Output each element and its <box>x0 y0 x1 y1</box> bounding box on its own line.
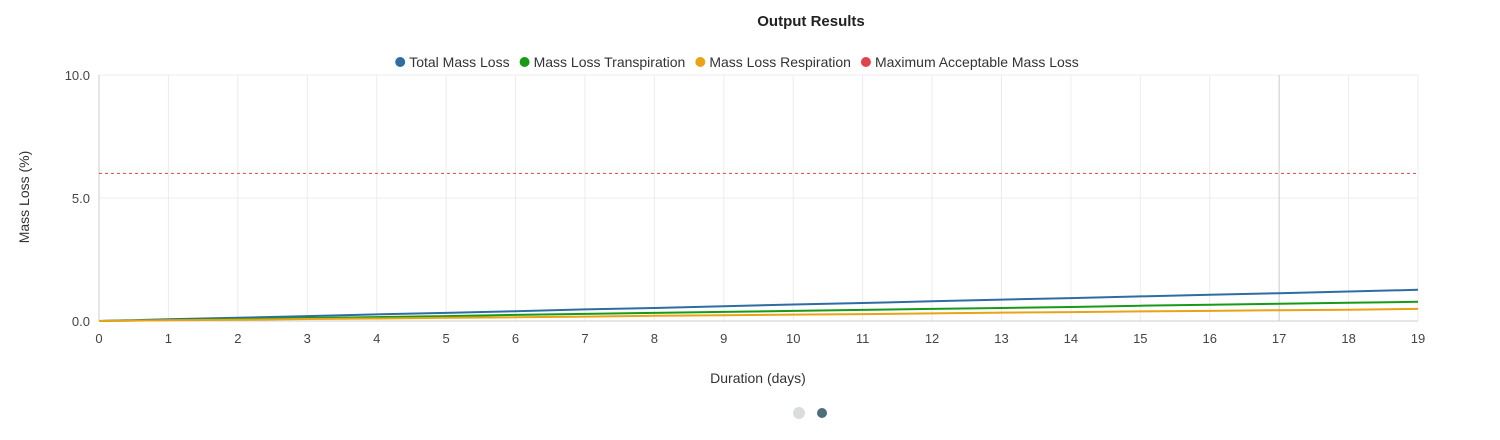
x-tick-label: 10 <box>786 331 800 346</box>
x-tick-label: 1 <box>165 331 172 346</box>
pager-dot-2-active[interactable] <box>817 408 827 418</box>
x-tick-label: 9 <box>720 331 727 346</box>
x-tick-label: 0 <box>95 331 102 346</box>
y-axis-label: Mass Loss (%) <box>16 151 32 244</box>
x-tick-label: 7 <box>581 331 588 346</box>
series-line-mass-loss-respiration <box>98 307 1419 322</box>
pager-dot-1[interactable] <box>793 407 805 419</box>
y-tick-label: 5.0 <box>72 191 90 206</box>
x-tick-label: 6 <box>512 331 519 346</box>
y-tick-label: 10.0 <box>65 68 90 83</box>
legend-label[interactable]: Total Mass Loss <box>409 54 509 70</box>
legend-marker[interactable] <box>695 57 706 67</box>
legend-label[interactable]: Maximum Acceptable Mass Loss <box>875 54 1079 70</box>
grid <box>98 74 1419 322</box>
y-tick-label: 0.0 <box>72 314 90 329</box>
x-tick-label: 17 <box>1272 331 1286 346</box>
x-tick-label: 14 <box>1064 331 1078 346</box>
x-tick-label: 5 <box>442 331 449 346</box>
x-tick-label: 4 <box>373 331 380 346</box>
legend-marker[interactable] <box>860 57 871 67</box>
x-tick-label: 13 <box>994 331 1008 346</box>
legend-marker[interactable] <box>519 57 530 67</box>
x-tick-label: 18 <box>1341 331 1355 346</box>
legend-marker[interactable] <box>395 57 406 67</box>
x-tick-label: 19 <box>1411 331 1425 346</box>
series-group <box>98 172 1419 322</box>
x-tick-label: 3 <box>304 331 311 346</box>
chart-title: Output Results <box>757 13 865 30</box>
x-tick-label: 11 <box>856 331 870 346</box>
x-tick-label: 15 <box>1133 331 1147 346</box>
x-tick-label: 2 <box>234 331 241 346</box>
legend: Total Mass Loss Mass Loss Transpiration Ma… <box>395 54 1079 70</box>
series-line-mass-loss-transpiration <box>98 300 1419 322</box>
x-axis-label: Duration (days) <box>710 370 806 386</box>
legend-label[interactable]: Mass Loss Transpiration <box>534 54 686 70</box>
axes: 0 1 2 3 4 5 6 7 8 9 10 11 12 13 14 15 16 17 18 190.05.010.0 <box>65 68 1426 346</box>
x-tick-label: 12 <box>925 331 939 346</box>
x-tick-label: 16 <box>1203 331 1217 346</box>
x-tick-label: 8 <box>651 331 658 346</box>
series-line-total-mass-loss <box>98 288 1419 322</box>
legend-label[interactable]: Mass Loss Respiration <box>709 54 851 70</box>
